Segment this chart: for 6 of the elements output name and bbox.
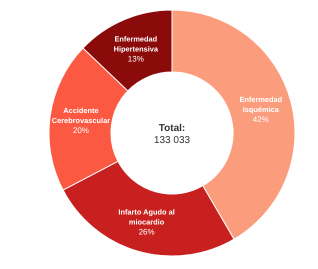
text: Total:: [158, 123, 186, 134]
data-label: 42%: [252, 114, 269, 124]
data-label: 13%: [128, 54, 144, 64]
data-label: 26%: [138, 227, 155, 236]
text: 133 033: [154, 135, 191, 146]
data-label: 20%: [72, 126, 89, 136]
